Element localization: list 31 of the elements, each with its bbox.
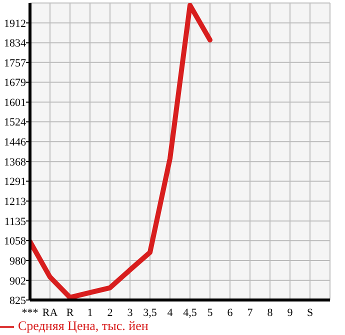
x-tick-label: 6 (227, 306, 234, 319)
y-tick-label: 1834 (4, 38, 26, 50)
y-tick-label: 1058 (4, 236, 26, 248)
legend-label: Средняя Цена, тыс. йен (18, 318, 148, 333)
y-tick-label: 980 (10, 255, 26, 268)
y-tick-label: 902 (10, 275, 26, 288)
x-tick-label: 5 (207, 306, 214, 319)
x-tick-label: 4 (167, 306, 174, 319)
y-tick-label: 1368 (4, 156, 26, 168)
y-tick-label: 1446 (4, 136, 26, 149)
x-tick-label: S (306, 306, 314, 319)
x-tick-label: *** (22, 306, 38, 319)
x-tick-label: 7 (247, 306, 254, 319)
x-tick-label: 3 (127, 306, 134, 319)
y-tick-label: 825 (10, 294, 26, 307)
x-tick-label: 1 (87, 306, 93, 319)
x-tick-label: R (66, 306, 74, 319)
x-tick-label: 4,5 (183, 306, 198, 319)
x-tick-label: 8 (267, 306, 274, 319)
y-tick-label: 1135 (4, 216, 26, 228)
x-tick-label: 2 (107, 306, 113, 319)
x-tick-label: 9 (287, 306, 294, 319)
x-tick-label: 3,5 (143, 306, 158, 319)
y-tick-label: 1291 (4, 176, 26, 188)
y-tick-label: 1679 (4, 77, 26, 90)
y-tick-label: 1213 (4, 196, 26, 208)
y-tick-label: 1601 (4, 97, 26, 110)
y-tick-label: 1912 (4, 18, 26, 30)
y-tick-label: 1524 (4, 116, 26, 129)
y-tick-label: 1757 (4, 57, 26, 70)
x-tick-label: RA (42, 306, 58, 319)
